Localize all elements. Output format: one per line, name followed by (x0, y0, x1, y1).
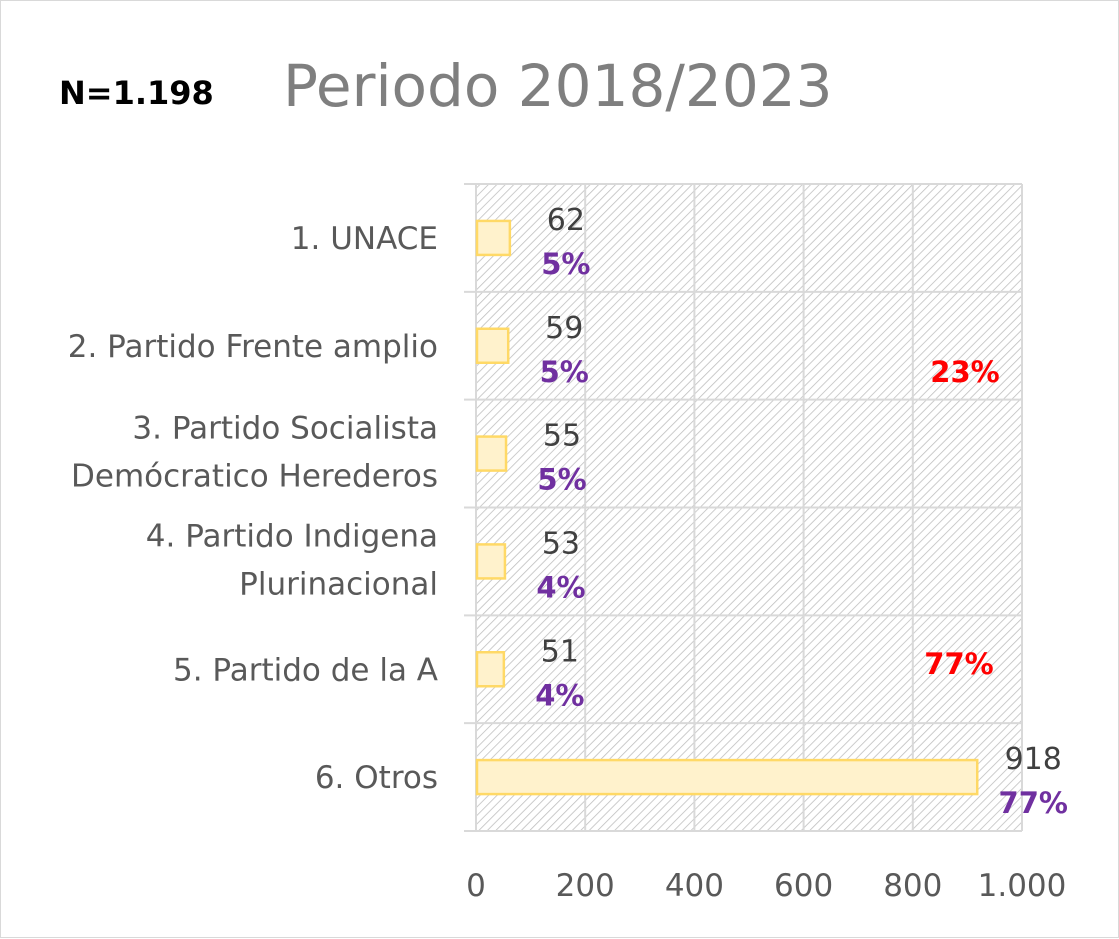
percent-label: 5% (540, 355, 589, 389)
category-label: 1. UNACE (291, 221, 438, 257)
group-share-label: 77% (924, 647, 993, 681)
data-label: 59 (545, 311, 583, 346)
x-tick-label: 200 (556, 868, 615, 904)
percent-label: 4% (535, 678, 584, 712)
data-label: 918 (1005, 742, 1062, 777)
data-label: 51 (541, 634, 579, 669)
category-label: 5. Partido de la A (173, 652, 438, 688)
category-label: 4. Partido Indigena (146, 518, 438, 554)
percent-label: 5% (541, 247, 590, 281)
bar (475, 435, 508, 472)
bar (475, 219, 512, 257)
x-tick-label: 1.000 (978, 868, 1067, 904)
bar (475, 327, 510, 364)
plot-area: 0 200 400 600 800 1.000 62 5% 1. UNACE 59 5% 2. Par… (68, 183, 1068, 904)
chart-title: Periodo 2018/2023 (283, 52, 833, 120)
category-label: Plurinacional (239, 566, 438, 602)
sample-size-note: N=1.198 (59, 74, 214, 112)
percent-label: 77% (999, 786, 1068, 820)
bar (475, 651, 506, 688)
data-label: 53 (542, 526, 580, 561)
percent-label: 5% (537, 463, 586, 497)
category-label: 2. Partido Frente amplio (68, 329, 438, 365)
x-tick-label: 800 (883, 868, 942, 904)
category-label: Demócratico Herederos (71, 459, 438, 495)
x-tick-label: 600 (774, 868, 833, 904)
x-tick-label: 400 (665, 868, 724, 904)
data-label: 62 (547, 203, 585, 238)
category-label: 6. Otros (315, 760, 438, 796)
data-label: 55 (543, 419, 581, 454)
group-share-label: 23% (930, 355, 999, 389)
x-tick-label: 0 (466, 868, 486, 904)
percent-label: 4% (536, 570, 585, 604)
category-label: 3. Partido Socialista (132, 411, 438, 447)
bar (475, 543, 507, 580)
bar (475, 758, 979, 796)
